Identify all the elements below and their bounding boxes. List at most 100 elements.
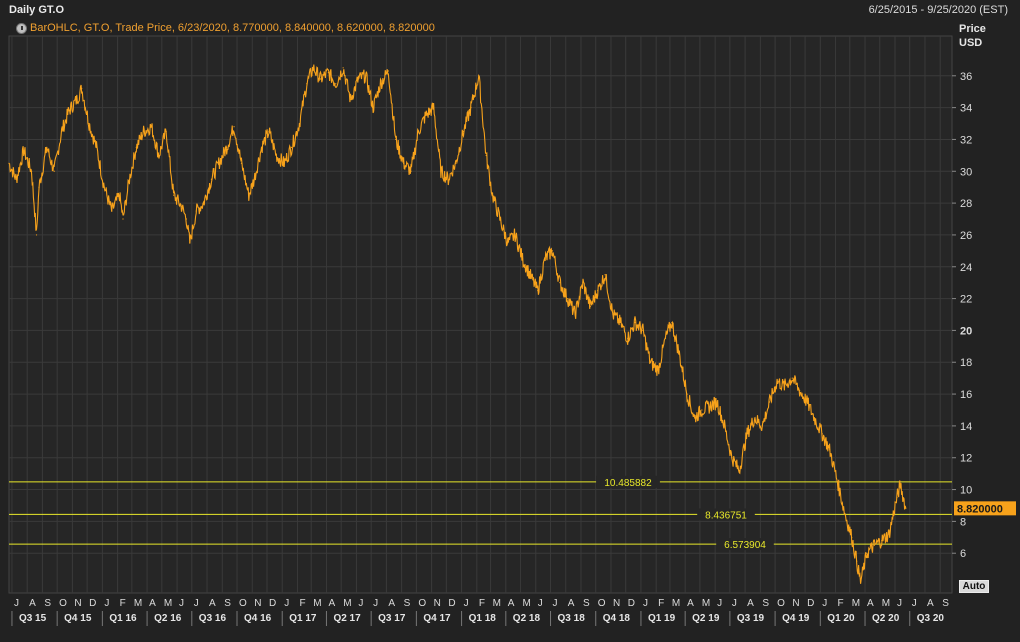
quarter-label: Q4 19 (782, 613, 810, 624)
month-label: S (224, 598, 231, 609)
price-point (253, 178, 255, 180)
month-label: D (448, 598, 455, 609)
price-point (150, 126, 153, 128)
quarter-label: Q2 20 (872, 613, 900, 624)
y-tick-label: 20 (960, 325, 972, 337)
price-point (290, 146, 293, 148)
price-point (859, 581, 862, 583)
quarter-label: Q1 18 (469, 613, 497, 624)
y-tick-label: 22 (960, 294, 972, 306)
price-point (478, 75, 480, 77)
price-point (708, 406, 710, 408)
price-point (202, 202, 205, 204)
month-label: N (254, 598, 261, 609)
month-label: A (927, 598, 934, 609)
month-label: J (643, 598, 648, 609)
level-label: 10.485882 (604, 478, 652, 489)
price-point (507, 242, 509, 244)
price-point (76, 99, 78, 101)
month-label: J (897, 598, 902, 609)
price-point (746, 433, 748, 435)
month-label: A (508, 598, 515, 609)
price-point (81, 87, 83, 90)
price-point (210, 178, 213, 180)
price-point (693, 417, 696, 419)
month-label: J (538, 598, 543, 609)
month-label: J (822, 598, 827, 609)
series-legend[interactable]: BarOHLC, GT.O, Trade Price, 6/23/2020, 8… (16, 22, 435, 34)
clock-icon (16, 22, 27, 34)
price-point (240, 162, 243, 164)
price-point (769, 401, 771, 403)
y-tick-label: 32 (960, 134, 972, 146)
price-point (455, 162, 457, 164)
y-tick-label: 6 (960, 548, 966, 560)
price-point (821, 433, 823, 435)
y-tick-label: 26 (960, 230, 972, 242)
price-point (836, 481, 839, 483)
price-point (582, 282, 584, 284)
month-label: A (568, 598, 575, 609)
price-point (589, 305, 591, 308)
price-point (499, 218, 501, 220)
price-point (649, 361, 651, 363)
price-point (395, 138, 397, 141)
y-tick-label: 28 (960, 198, 972, 210)
price-point (226, 146, 228, 148)
price-point (8, 162, 10, 164)
price-point (335, 83, 337, 85)
price-series (8, 64, 907, 584)
price-point (753, 417, 756, 419)
price-point (312, 67, 314, 69)
price-point (888, 533, 890, 535)
quarter-label: Q2 16 (154, 613, 182, 624)
price-point (379, 83, 382, 85)
y-tick-label: 34 (960, 103, 972, 115)
month-label: N (613, 598, 620, 609)
price-point (365, 75, 367, 77)
month-label: M (852, 598, 860, 609)
legend-text: BarOHLC, GT.O, Trade Price, 6/23/2020, 8… (30, 22, 435, 34)
price-point (491, 194, 494, 196)
month-label: J (717, 598, 722, 609)
price-point (357, 78, 359, 80)
quarter-label: Q1 17 (289, 613, 317, 624)
price-point (881, 539, 883, 542)
level-lines: 10.485882 8.436751 6.573904 (9, 475, 952, 551)
price-point (53, 170, 55, 172)
price-point (799, 390, 801, 392)
price-point (60, 130, 63, 133)
price-point (103, 186, 105, 188)
currency-axis-label: USD (959, 37, 983, 49)
month-label: J (464, 598, 469, 609)
price-point (440, 170, 442, 172)
last-price-badge (954, 501, 1016, 516)
price-point (844, 512, 846, 515)
price-point (521, 258, 524, 260)
quarter-label: Q1 16 (109, 613, 137, 624)
price-point (275, 154, 277, 156)
price-point (686, 393, 688, 395)
month-label: A (867, 598, 874, 609)
level-label: 6.573904 (724, 540, 766, 551)
price-point (165, 130, 167, 133)
price-point (88, 122, 90, 125)
price-point (189, 242, 191, 244)
month-label: M (313, 598, 321, 609)
month-label: N (434, 598, 441, 609)
auto-scale-button[interactable]: Auto (959, 580, 989, 593)
month-label: S (44, 598, 51, 609)
price-point (544, 258, 546, 260)
date-range: 6/25/2015 - 9/25/2020 (EST) (868, 4, 1008, 16)
month-label: S (583, 598, 590, 609)
price-point (716, 401, 718, 403)
level-label-bg (697, 508, 755, 521)
price-point (574, 313, 576, 316)
price-point (723, 425, 726, 427)
price-point (551, 250, 554, 252)
price-point (634, 321, 636, 324)
price-point (783, 385, 786, 387)
price-point (678, 353, 680, 355)
